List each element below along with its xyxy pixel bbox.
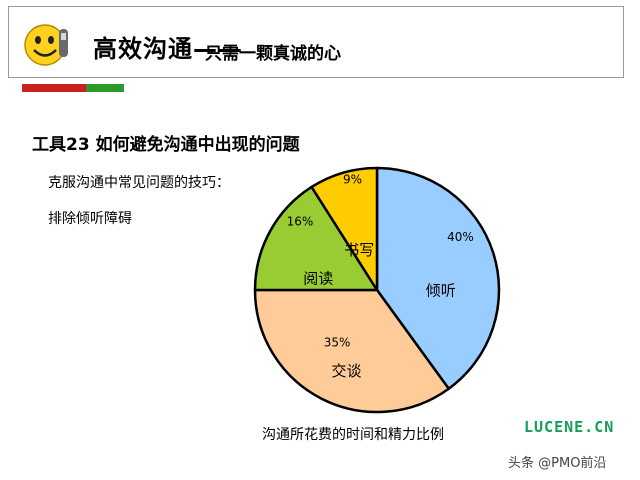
pie-slice-3 xyxy=(310,166,379,292)
tip-item: 排除倾听障碍 xyxy=(48,211,132,227)
page-title: 高效沟通—— xyxy=(93,35,243,63)
watermark-logo: LUCENE.CN xyxy=(524,418,615,436)
slice-label-1: 交谈 xyxy=(331,362,361,380)
section-title: 工具23 如何避免沟通中出现的问题 xyxy=(32,135,300,155)
slice-value-label-2: 16% xyxy=(287,215,314,229)
source-credit: 头条 @PMO前沿 xyxy=(508,456,607,471)
slice-label-2: 阅读 xyxy=(303,270,333,288)
accent-bar-green xyxy=(86,84,124,92)
pie-slice-1 xyxy=(253,288,450,414)
smiley-phone-icon xyxy=(24,24,68,66)
accent-bar-red xyxy=(22,84,86,92)
header-panel: 高效沟通—— 只需一颗真诚的心 xyxy=(8,6,624,78)
tips-heading: 克服沟通中常见问题的技巧： xyxy=(48,175,230,191)
page-subtitle: 只需一颗真诚的心 xyxy=(205,44,341,64)
pie-slice-0 xyxy=(375,166,501,390)
slice-label-3: 书写 xyxy=(344,241,374,259)
slice-value-label-0: 40% xyxy=(447,230,474,244)
chart-caption: 沟通所花费的时间和精力比例 xyxy=(262,427,444,443)
slice-value-label-3: 9% xyxy=(343,173,362,187)
pie-slice-2 xyxy=(253,185,379,292)
slice-label-0: 倾听 xyxy=(426,281,456,299)
slice-value-label-1: 35% xyxy=(324,335,351,349)
